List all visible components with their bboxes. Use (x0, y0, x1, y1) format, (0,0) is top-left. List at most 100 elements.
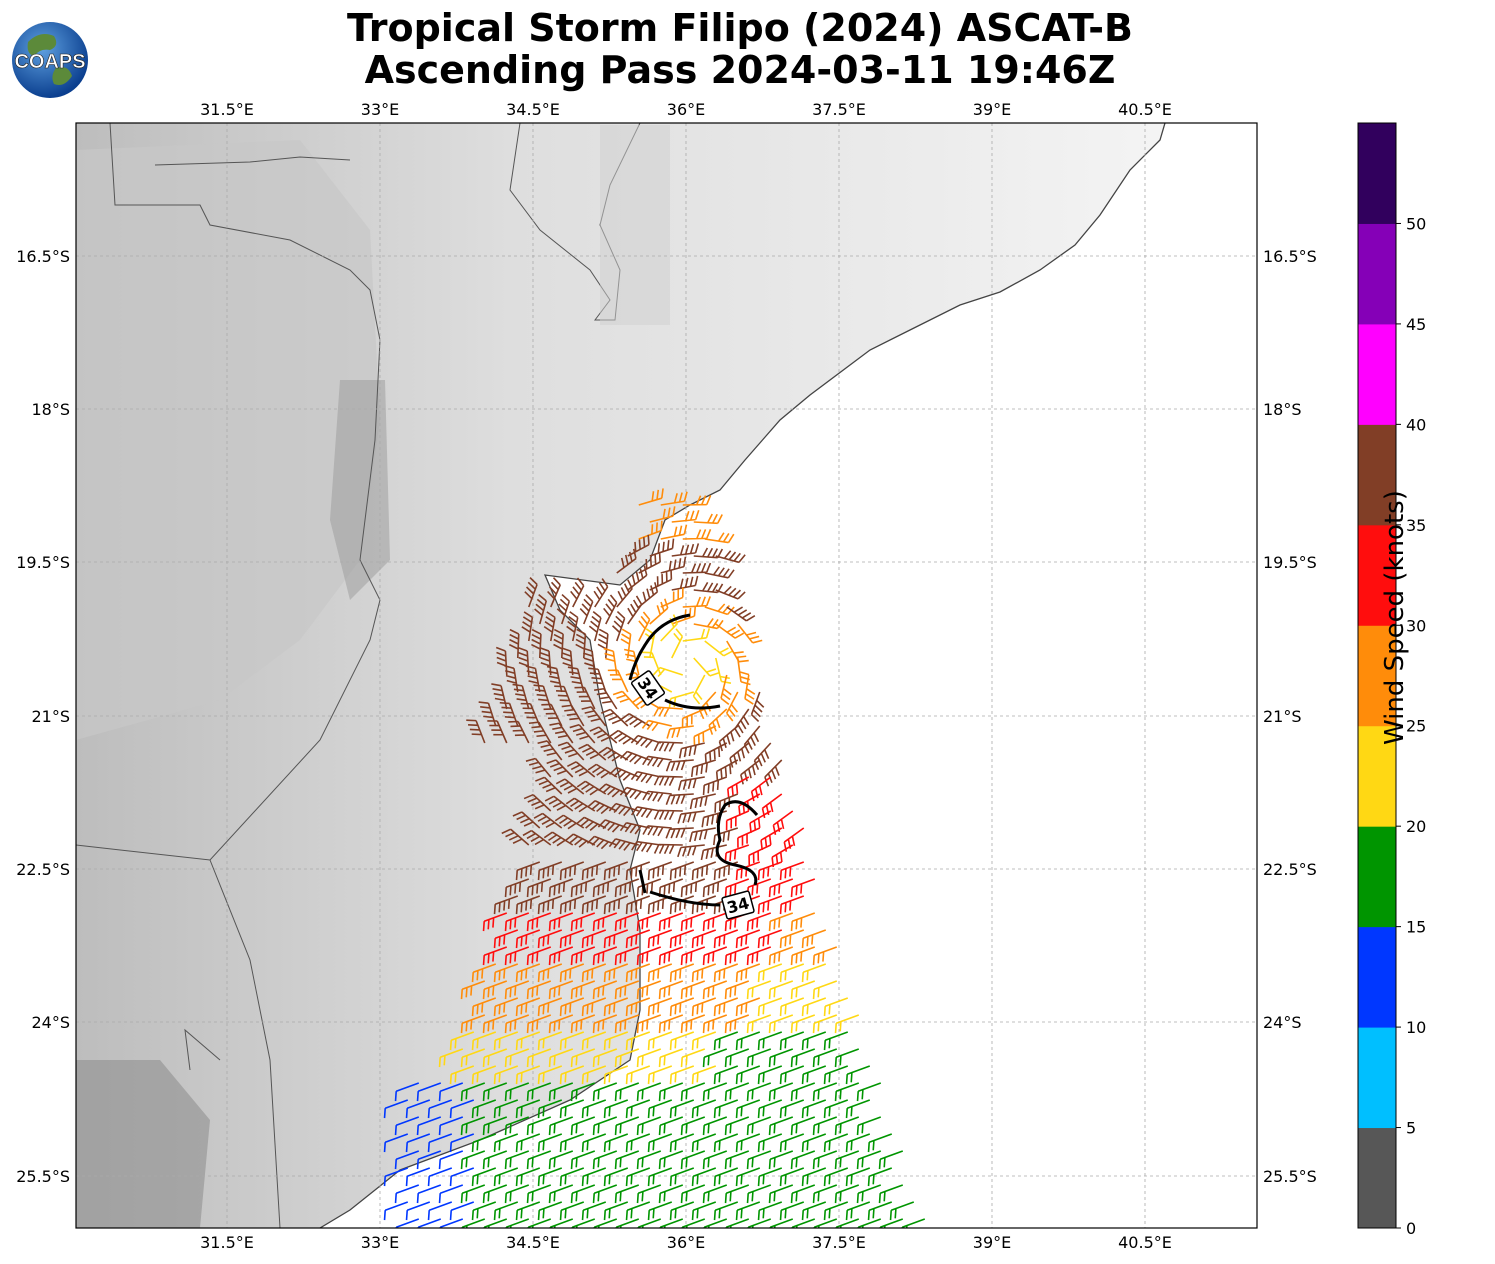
wind-barb (757, 1031, 783, 1051)
wind-barb (735, 1201, 761, 1221)
wind-barb (603, 997, 629, 1017)
wind-barb (603, 647, 618, 676)
wind-barb (823, 1133, 849, 1153)
wind-barb (394, 1082, 420, 1102)
wind-barb (801, 997, 827, 1017)
colorbar-bin-1 (1358, 1027, 1396, 1129)
wind-barb (570, 1184, 596, 1204)
wind-barb (625, 929, 651, 949)
wind-barb (702, 912, 728, 932)
wind-barb (526, 1184, 552, 1204)
wind-barb (761, 793, 783, 819)
wind-barb (600, 708, 629, 727)
wind-barb (512, 811, 541, 829)
wind-barb (515, 1201, 541, 1221)
wind-barb (658, 1014, 684, 1034)
wind-barb (581, 895, 607, 915)
svg-text:39°E: 39°E (973, 1233, 1011, 1252)
wind-barb (801, 1065, 827, 1085)
wind-barb (724, 1150, 750, 1170)
wind-barb (753, 742, 772, 771)
svg-text:37.5°E: 37.5°E (812, 1233, 866, 1252)
wind-barb (704, 566, 735, 579)
wind-barb (669, 1167, 695, 1187)
wind-barb (682, 562, 712, 574)
wind-barb (746, 946, 772, 966)
wind-barb (592, 946, 618, 966)
wind-barb (724, 1082, 750, 1102)
wind-barb (589, 726, 618, 744)
wind-barb (680, 1082, 706, 1102)
wind-barb (482, 1014, 508, 1034)
svg-text:18°S: 18°S (31, 400, 70, 419)
wind-barb (693, 581, 724, 594)
wind-barb (482, 946, 508, 966)
wind-barb (638, 552, 661, 574)
wind-barb (493, 1031, 519, 1051)
wind-barb (471, 1201, 497, 1221)
wind-barb (608, 766, 640, 781)
wind-barb (559, 1031, 585, 1051)
colorbar-tick-label: 40 (1406, 415, 1426, 434)
wind-barb (658, 1184, 684, 1204)
colorbar-tick-label: 0 (1406, 1219, 1416, 1238)
wind-barb (746, 1014, 772, 1034)
wind-barb (630, 734, 662, 749)
wind-barb (768, 980, 794, 1000)
wind-barb (636, 946, 662, 966)
wind-barb (647, 1201, 673, 1221)
wind-barb (713, 1201, 739, 1221)
wind-barb (581, 1167, 607, 1187)
wind-barb (666, 725, 694, 739)
wind-barb (521, 611, 534, 642)
wind-barb (460, 1218, 486, 1228)
wind-barb (726, 606, 756, 622)
wind-barb (704, 532, 735, 544)
wind-barb (383, 1201, 409, 1221)
wind-barb (508, 628, 520, 659)
wind-barb (526, 1014, 552, 1034)
wind-barb (478, 701, 497, 727)
wind-barb (508, 720, 530, 744)
wind-barb (482, 912, 508, 932)
wind-barb (724, 946, 750, 966)
wind-barb (460, 1014, 486, 1034)
wind-barb (504, 665, 519, 693)
wind-barb (647, 1099, 673, 1119)
wind-barb (482, 1082, 508, 1102)
wind-barb (491, 683, 508, 710)
wind-barb (771, 844, 794, 868)
wind-barb (526, 1218, 552, 1228)
wind-barb (499, 701, 519, 727)
wind-barb (592, 878, 618, 898)
wind-barb (515, 929, 541, 949)
wind-barb (856, 1150, 882, 1170)
wind-barb (790, 946, 816, 966)
wind-barb (702, 878, 728, 898)
wind-barb (547, 577, 561, 608)
wind-barb (768, 878, 794, 898)
wind-barb (559, 861, 585, 881)
wind-barb (576, 816, 607, 831)
wind-barb (612, 690, 640, 710)
wind-barb (493, 1099, 519, 1119)
wind-barb (614, 946, 640, 966)
wind-barb (724, 844, 750, 863)
wind-barb (834, 1184, 860, 1204)
wind-barb (533, 812, 563, 829)
wind-barb (449, 1133, 475, 1153)
svg-text:21°S: 21°S (1263, 707, 1302, 726)
wind-barb (738, 793, 761, 816)
wind-barb (592, 1184, 618, 1204)
svg-text:33°E: 33°E (361, 100, 399, 119)
wind-barb (658, 912, 684, 932)
wind-barb (725, 691, 739, 722)
map-title-line1: Tropical Storm Filipo (2024) ASCAT-B (347, 6, 1133, 50)
wind-barb (691, 997, 717, 1017)
wind-barb (603, 929, 629, 949)
colorbar-tick-label: 20 (1406, 817, 1426, 836)
wind-barb (548, 912, 574, 932)
wind-barb (636, 980, 662, 1000)
wind-barb (677, 776, 705, 791)
wind-barb (735, 963, 761, 983)
